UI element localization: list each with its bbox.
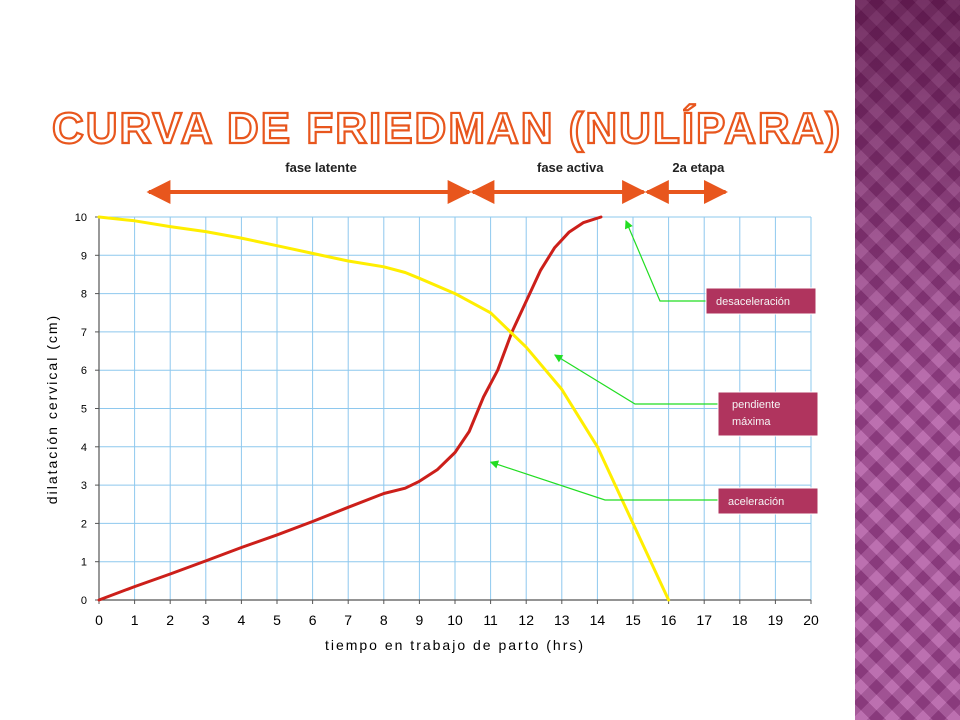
x-tick-label-12: 12 (518, 612, 534, 628)
series-line-0 (97, 215, 603, 602)
x-tick-label-10: 10 (447, 612, 463, 628)
x-tick-label-4: 4 (238, 612, 246, 628)
y-tick-label-0: 0 (81, 595, 87, 607)
x-tick-labels: 0 1 2 3 4 5 6 7 8 9 10 11 12 13 14 15 16 17 18 19 20 (95, 612, 819, 628)
y-tick-label-1: 1 (81, 557, 87, 569)
x-tick-label-11: 11 (483, 612, 498, 628)
annotation-box-0 (705, 287, 817, 315)
phase-label-0: fase latente (285, 160, 357, 175)
phase-label-1: fase activa (537, 160, 604, 175)
x-tick-label-15: 15 (625, 612, 641, 628)
annotations: desaceleración pendiente máxima aceleración (489, 220, 819, 515)
x-tick-label-7: 7 (344, 612, 352, 628)
annotation-leader-2 (489, 460, 718, 501)
x-tick-label-17: 17 (696, 612, 712, 628)
y-tick-label-7: 7 (81, 327, 87, 339)
annotation-label-0: desaceleración (716, 296, 790, 308)
phase-label-2: 2a etapa (672, 160, 725, 175)
annotation-box-2 (717, 487, 819, 515)
x-tick-label-8: 8 (380, 612, 388, 628)
grid (98, 216, 812, 601)
annotation-leader-0 (624, 220, 706, 302)
axes (95, 216, 812, 604)
annotation-leader-1 (553, 354, 718, 405)
x-tick-label-20: 20 (803, 612, 819, 628)
x-axis-title: tiempo en trabajo de parto (hrs) (325, 637, 585, 653)
y-tick-label-5: 5 (81, 404, 87, 416)
x-tick-label-2: 2 (166, 612, 174, 628)
series-line-1 (97, 215, 671, 602)
y-tick-labels: 0 1 2 3 4 5 6 7 8 9 10 (75, 212, 87, 607)
y-axis-title: dilatación cervical (cm) (44, 314, 60, 504)
decorative-side-panel (855, 0, 960, 720)
x-tick-label-5: 5 (273, 612, 281, 628)
x-tick-label-1: 1 (131, 612, 139, 628)
x-tick-label-6: 6 (309, 612, 317, 628)
x-tick-label-18: 18 (732, 612, 748, 628)
x-tick-label-19: 19 (768, 612, 784, 628)
annotation-label-1: pendiente (732, 399, 780, 411)
x-tick-label-3: 3 (202, 612, 210, 628)
x-tick-label-9: 9 (416, 612, 424, 628)
y-tick-label-9: 9 (81, 250, 87, 262)
annotation-label-1-line2: máxima (732, 416, 771, 428)
slide-title-container: CURVA DE FRIEDMAN (NULÍPARA) (51, 102, 842, 154)
x-tick-label-13: 13 (554, 612, 570, 628)
y-tick-label-10: 10 (75, 212, 87, 224)
x-tick-label-0: 0 (95, 612, 103, 628)
slide-title: CURVA DE FRIEDMAN (NULÍPARA) (52, 103, 842, 153)
series-lines (97, 215, 671, 602)
x-tick-label-14: 14 (590, 612, 606, 628)
y-tick-label-6: 6 (81, 365, 87, 377)
y-tick-label-2: 2 (81, 518, 87, 530)
y-tick-label-3: 3 (81, 480, 87, 492)
phase-arrows: fase latente fase activa 2a etapa (146, 160, 728, 204)
x-tick-label-16: 16 (661, 612, 677, 628)
annotation-box-1 (717, 391, 819, 437)
y-tick-label-8: 8 (81, 289, 87, 301)
y-tick-label-4: 4 (81, 442, 87, 454)
annotation-label-2: aceleración (728, 496, 784, 508)
